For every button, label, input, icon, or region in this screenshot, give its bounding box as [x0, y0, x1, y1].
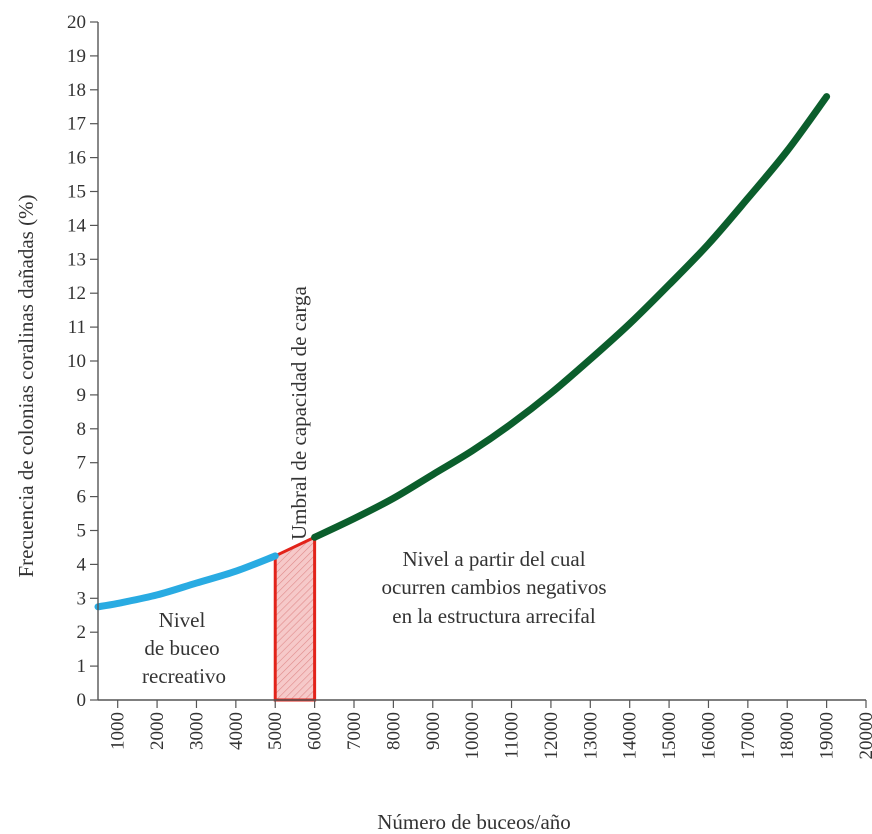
y-axis-title: Frecuencia de colonias coralinas dañadas…: [14, 194, 38, 577]
y-tick-label: 17: [67, 114, 86, 135]
threshold-region: [273, 534, 317, 702]
y-tick-label: 4: [77, 554, 87, 575]
x-tick-label: 9000: [423, 712, 444, 750]
x-tick-label: 14000: [620, 712, 641, 760]
x-tick-label: 2000: [147, 712, 168, 750]
x-tick-label: 5000: [265, 712, 286, 750]
x-tick-label: 16000: [698, 712, 719, 760]
x-tick-label: 17000: [738, 712, 759, 760]
threshold-region-layer: [273, 534, 317, 702]
x-tick-label: 15000: [659, 712, 680, 760]
y-tick-label: 3: [77, 588, 87, 609]
x-tick-label: 1000: [108, 712, 129, 750]
recreational-label-line-2: de buceo: [144, 636, 219, 660]
y-tick-label: 1: [77, 656, 87, 677]
y-tick-label: 19: [67, 46, 86, 67]
x-tick-label: 19000: [817, 712, 838, 760]
negative-label-line-2: ocurren cambios negativos: [381, 575, 606, 599]
threshold-label: Umbral de capacidad de carga: [287, 286, 311, 540]
x-tick-label: 11000: [502, 712, 523, 759]
y-tick-label: 14: [67, 215, 87, 236]
y-tick-label: 16: [67, 148, 86, 169]
x-tick-label: 12000: [541, 712, 562, 760]
negative-label-line-3: en la estructura arrecifal: [392, 604, 596, 628]
y-tick-label: 12: [67, 283, 86, 304]
y-tick-label: 2: [77, 622, 87, 643]
x-tick-label: 18000: [777, 712, 798, 760]
series-line-1: [94, 552, 279, 611]
y-tick-label: 8: [77, 419, 87, 440]
y-tick-label: 6: [77, 487, 87, 508]
x-axis-title: Número de buceos/año: [377, 810, 571, 834]
y-tick-label: 11: [68, 317, 86, 338]
y-tick-label: 20: [67, 12, 86, 33]
y-tick-label: 10: [67, 351, 86, 372]
series-layer: [94, 93, 831, 611]
x-tick-label: 7000: [344, 712, 365, 750]
x-tick-label: 8000: [383, 712, 404, 750]
x-tick-label: 13000: [580, 712, 601, 760]
recreational-label-line-1: Nivel: [159, 608, 206, 632]
x-tick-label: 6000: [305, 712, 326, 750]
series-line-2: [311, 93, 831, 541]
recreational-label-line-3: recreativo: [142, 664, 226, 688]
negative-label-line-1: Nivel a partir del cual: [402, 547, 585, 571]
y-tick-label: 7: [77, 453, 87, 474]
x-tick-label: 3000: [186, 712, 207, 750]
y-tick-label: 9: [77, 385, 87, 406]
y-tick-label: 5: [77, 521, 87, 542]
x-tick-label: 20000: [856, 712, 872, 760]
x-tick-label: 4000: [226, 712, 247, 750]
y-tick-label: 15: [67, 182, 86, 203]
y-tick-label: 13: [67, 249, 86, 270]
y-tick-label: 18: [67, 80, 86, 101]
x-tick-label: 10000: [462, 712, 483, 760]
y-tick-label: 0: [77, 690, 87, 711]
x-ticks: 1000 2000 3000 4000 5000 6000 7000 8000 9000 1000…: [108, 700, 872, 760]
